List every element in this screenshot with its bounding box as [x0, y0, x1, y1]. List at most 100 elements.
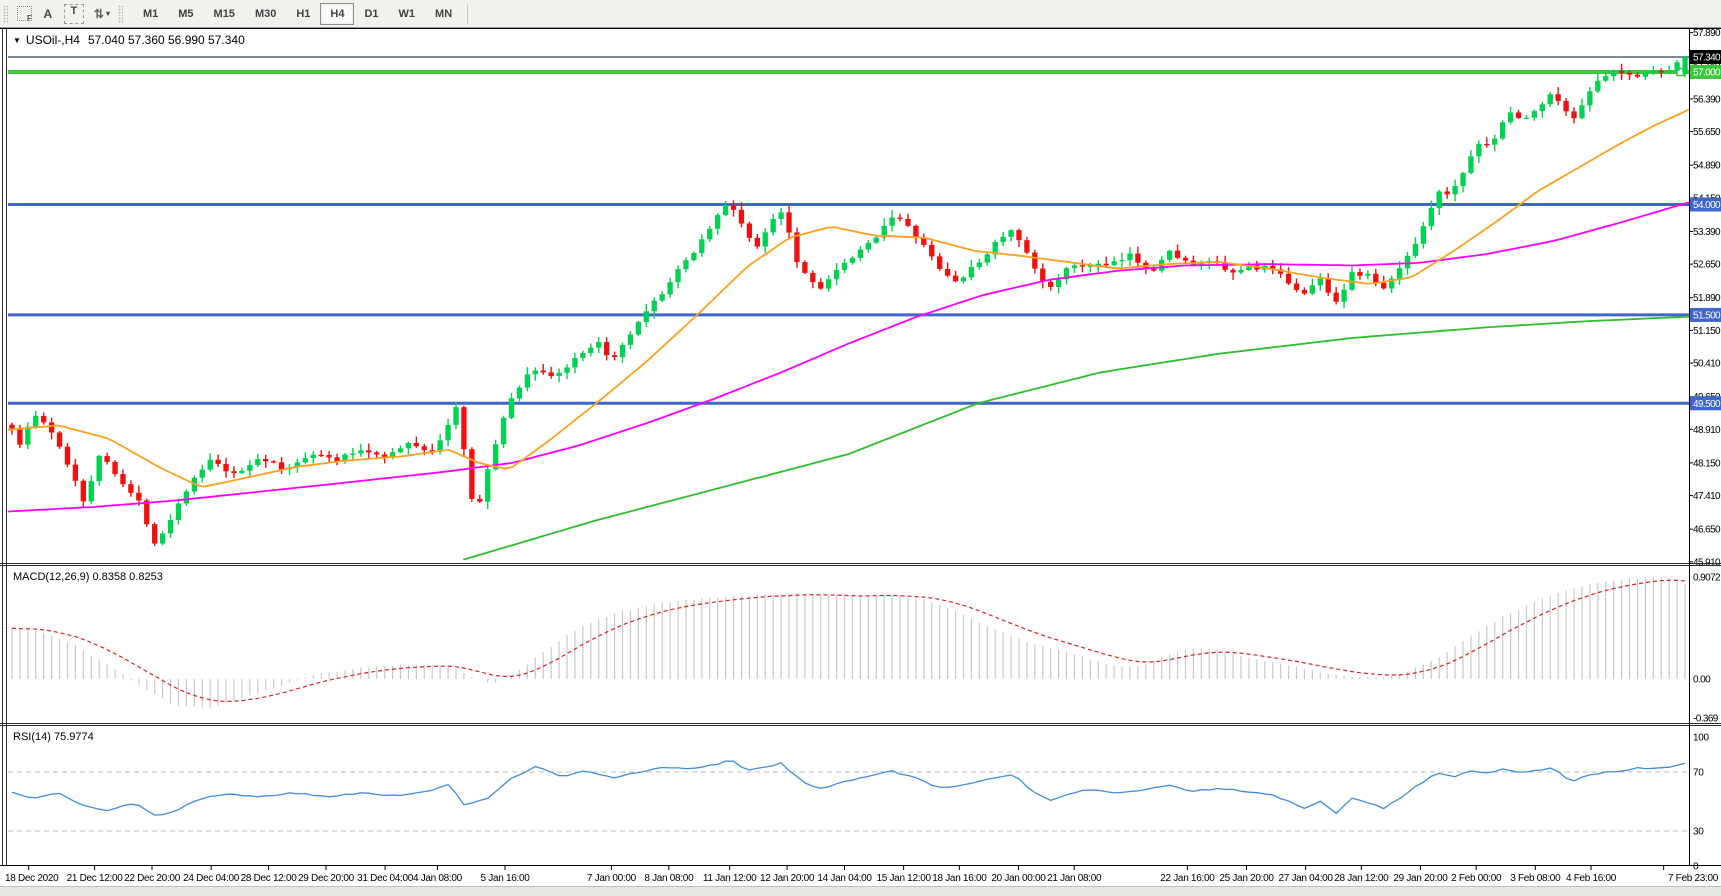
svg-text:5 Jan 16:00: 5 Jan 16:00 — [481, 873, 531, 884]
timeframe-button-H4[interactable]: H4 — [320, 2, 355, 25]
candles-layer — [9, 56, 1688, 547]
svg-text:18 Dec 2020: 18 Dec 2020 — [5, 873, 59, 884]
svg-text:-0.369: -0.369 — [1693, 714, 1719, 725]
svg-text:57.340: 57.340 — [1693, 52, 1721, 63]
svg-text:28 Dec 12:00: 28 Dec 12:00 — [241, 873, 298, 884]
rsi-panel — [8, 760, 1689, 832]
svg-text:22 Dec 20:00: 22 Dec 20:00 — [124, 873, 181, 884]
ma-mid-line — [8, 201, 1689, 513]
chart-title: ▼ USOil-,H4 57.040 57.360 56.990 57.340 — [13, 33, 245, 47]
svg-text:28 Jan 12:00: 28 Jan 12:00 — [1334, 873, 1389, 884]
arrow-tools-icon[interactable]: ⇅ ▾ — [89, 3, 115, 25]
toolbar-drag-handle[interactable] — [3, 4, 8, 23]
font-icon[interactable]: A — [37, 3, 59, 25]
macd-panel — [11, 577, 1686, 709]
svg-text:53.390: 53.390 — [1693, 227, 1721, 238]
svg-text:12 Jan 20:00: 12 Jan 20:00 — [760, 873, 815, 884]
timeframe-button-MN[interactable]: MN — [425, 3, 462, 25]
svg-text:4 Feb 16:00: 4 Feb 16:00 — [1566, 873, 1617, 884]
svg-text:11 Jan 12:00: 11 Jan 12:00 — [703, 873, 757, 884]
timeframe-button-M15[interactable]: M15 — [204, 3, 245, 25]
svg-text:2 Feb 00:00: 2 Feb 00:00 — [1451, 873, 1502, 884]
grid-f-letter: F — [27, 13, 32, 23]
svg-text:7 Jan 00:00: 7 Jan 00:00 — [587, 873, 637, 884]
svg-text:57.000: 57.000 — [1693, 68, 1721, 79]
horizontal-lines[interactable] — [8, 55, 1689, 405]
svg-text:29 Dec 20:00: 29 Dec 20:00 — [298, 873, 355, 884]
price-label-49.500: 49.500 — [1690, 396, 1721, 411]
svg-text:51.500: 51.500 — [1693, 310, 1721, 321]
svg-text:4 Jan 08:00: 4 Jan 08:00 — [413, 873, 463, 884]
text-label-icon: T — [63, 3, 84, 24]
svg-text:50.410: 50.410 — [1693, 359, 1721, 370]
svg-text:15 Jan 12:00: 15 Jan 12:00 — [876, 873, 931, 884]
svg-text:56.390: 56.390 — [1693, 94, 1721, 105]
svg-text:46.650: 46.650 — [1693, 525, 1721, 536]
rsi-axis: 100 70 30 0 — [1693, 733, 1710, 873]
svg-text:100: 100 — [1693, 733, 1710, 744]
panel-borders — [0, 28, 1721, 866]
toolbar-drag-handle[interactable] — [117, 4, 123, 23]
svg-text:57.890: 57.890 — [1693, 28, 1721, 39]
toolbar-separator — [467, 3, 469, 24]
svg-text:22 Jan 16:00: 22 Jan 16:00 — [1160, 873, 1215, 884]
svg-text:0.9072: 0.9072 — [1693, 573, 1721, 584]
svg-text:48.910: 48.910 — [1693, 425, 1721, 436]
toolbar: F A T ⇅ ▾ M1 M5 M15 M30 H1 H4 D1 W1 MN — [0, 0, 1721, 28]
svg-text:8 Jan 08:00: 8 Jan 08:00 — [644, 873, 694, 884]
svg-text:31 Dec 04:00: 31 Dec 04:00 — [357, 873, 414, 884]
price-label-57.340: 57.340 — [1690, 49, 1721, 64]
timeframe-button-H1[interactable]: H1 — [286, 3, 320, 25]
svg-text:0: 0 — [1693, 862, 1699, 873]
timeframe-button-M5[interactable]: M5 — [168, 3, 203, 25]
dropdown-caret-icon: ▾ — [105, 9, 110, 18]
grid-f-icon[interactable]: F — [12, 3, 37, 25]
svg-text:55.650: 55.650 — [1693, 127, 1721, 138]
svg-text:51.890: 51.890 — [1693, 293, 1721, 304]
chart-background — [0, 28, 1721, 896]
svg-text:21 Jan 08:00: 21 Jan 08:00 — [1047, 873, 1102, 884]
macd-axis: 0.9072 0.00 -0.369 — [1693, 573, 1721, 725]
rsi-label: RSI(14) 75.9774 — [13, 731, 94, 743]
svg-text:21 Dec 12:00: 21 Dec 12:00 — [67, 873, 124, 884]
timeframe-button-M1[interactable]: M1 — [133, 3, 168, 25]
macd-signal-line — [11, 579, 1686, 703]
svg-text:30: 30 — [1693, 827, 1704, 838]
text-label-button[interactable]: T — [59, 3, 89, 25]
svg-text:7 Feb 23:00: 7 Feb 23:00 — [1668, 873, 1719, 884]
svg-text:14 Jan 04:00: 14 Jan 04:00 — [817, 873, 872, 884]
ma-slow-line — [463, 315, 1689, 561]
window-bottom-strip — [0, 886, 1721, 896]
svg-text:70: 70 — [1693, 768, 1704, 779]
svg-text:25 Jan 20:00: 25 Jan 20:00 — [1219, 873, 1274, 884]
rsi-splitter[interactable] — [0, 723, 1721, 727]
symbol-label: USOil-,H4 — [25, 33, 80, 47]
svg-text:47.410: 47.410 — [1693, 491, 1721, 502]
svg-text:48.150: 48.150 — [1693, 458, 1721, 469]
svg-text:3 Feb 08:00: 3 Feb 08:00 — [1510, 873, 1561, 884]
svg-text:51.150: 51.150 — [1693, 326, 1721, 337]
price-label-54.000: 54.000 — [1690, 197, 1721, 212]
window-menu-icon[interactable]: ▼ — [13, 36, 21, 45]
grid-box-icon — [17, 6, 32, 21]
svg-text:49.500: 49.500 — [1693, 399, 1721, 410]
timeframe-button-W1[interactable]: W1 — [389, 3, 426, 25]
macd-splitter[interactable] — [0, 563, 1721, 567]
svg-text:29 Jan 20:00: 29 Jan 20:00 — [1393, 873, 1448, 884]
timeframe-toolbar: M1 M5 M15 M30 H1 H4 D1 W1 MN — [133, 2, 462, 25]
timeframe-button-D1[interactable]: D1 — [354, 3, 388, 25]
svg-text:45.910: 45.910 — [1693, 557, 1721, 568]
svg-text:54.000: 54.000 — [1693, 200, 1721, 211]
svg-text:24 Dec 04:00: 24 Dec 04:00 — [183, 873, 240, 884]
price-label-57.000: 57.000 — [1690, 65, 1721, 79]
svg-text:52.650: 52.650 — [1693, 260, 1721, 271]
timeframe-button-M30[interactable]: M30 — [245, 3, 286, 25]
macd-label: MACD(12,26,9) 0.8358 0.8253 — [13, 571, 163, 583]
svg-text:27 Jan 04:00: 27 Jan 04:00 — [1278, 873, 1333, 884]
svg-text:18 Jan 16:00: 18 Jan 16:00 — [932, 873, 987, 884]
rsi-line — [11, 760, 1686, 816]
svg-text:20 Jan 00:00: 20 Jan 00:00 — [991, 873, 1046, 884]
arrows-glyph: ⇅ — [93, 6, 104, 21]
